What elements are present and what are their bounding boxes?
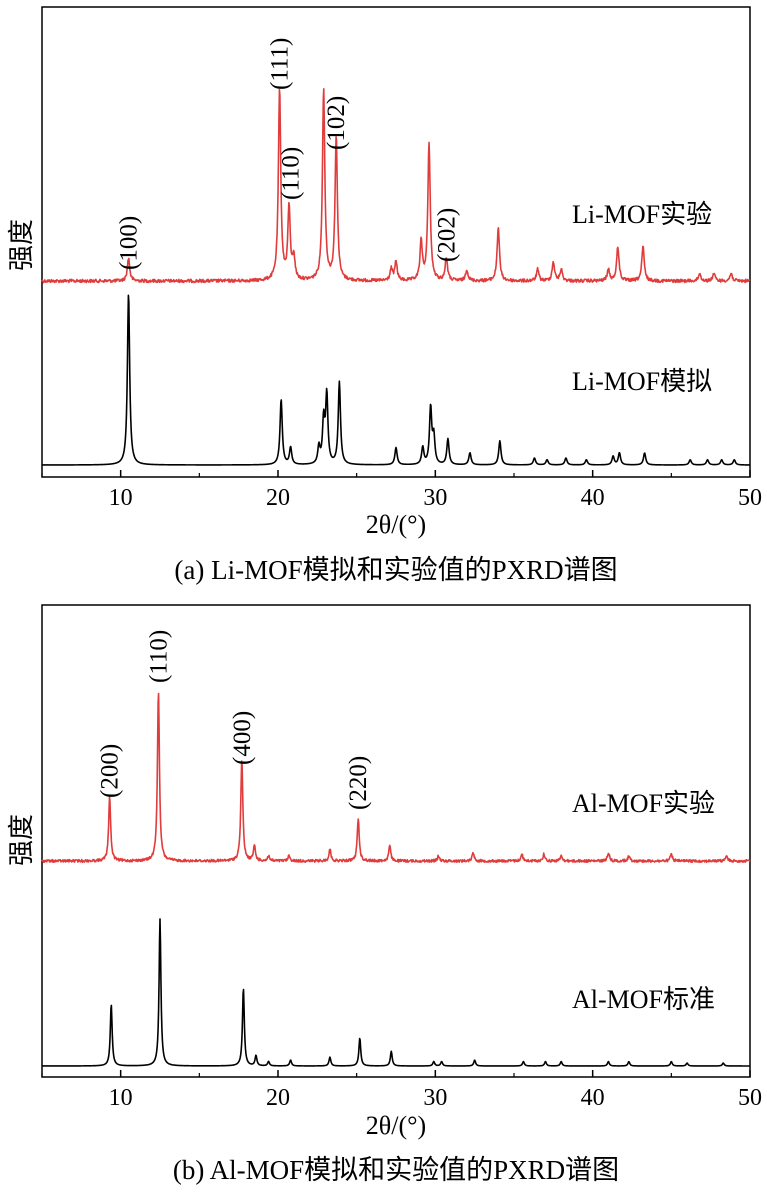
panel-a-series-1-label: Li-MOF实验 bbox=[572, 200, 712, 229]
panel-b-frame bbox=[41, 604, 751, 1078]
panel-a-frame bbox=[41, 6, 751, 478]
x-tick-label: 20 bbox=[266, 485, 290, 511]
peak-annotation: (102) bbox=[323, 96, 350, 150]
panel-b-y-label: 强度 bbox=[7, 814, 36, 866]
series-line-2 bbox=[41, 918, 751, 1067]
peak-annotation: (110) bbox=[145, 630, 172, 683]
series-line-2 bbox=[41, 294, 751, 466]
panel-b-series-2-label: Al-MOF标准 bbox=[572, 985, 715, 1014]
x-tick-label: 50 bbox=[738, 1085, 762, 1111]
panel-a-x-label: 2θ/(°) bbox=[366, 510, 426, 539]
x-tick-label: 20 bbox=[266, 1085, 290, 1111]
panel-a-y-label: 强度 bbox=[7, 219, 36, 271]
peak-annotation: (110) bbox=[278, 147, 305, 200]
series-line-1 bbox=[41, 692, 751, 864]
panel-b-caption: (b) Al-MOF模拟和实验值的PXRD谱图 bbox=[173, 1155, 619, 1185]
series-line-1 bbox=[41, 88, 751, 284]
peak-annotation: (100) bbox=[116, 216, 143, 270]
x-tick-label: 40 bbox=[581, 485, 605, 511]
x-tick-label: 30 bbox=[423, 1085, 447, 1111]
x-tick-label: 50 bbox=[738, 485, 762, 511]
x-tick-label: 30 bbox=[423, 485, 447, 511]
panel-a: 10 20 30 40 50 (100) (111) (110) (102) (202) Li-M… bbox=[7, 6, 762, 585]
panel-a-series-2-label: Li-MOF模拟 bbox=[572, 367, 712, 396]
panel-a-caption: (a) Li-MOF模拟和实验值的PXRD谱图 bbox=[174, 555, 617, 585]
peak-annotation: (220) bbox=[345, 756, 372, 810]
panel-b-x-label: 2θ/(°) bbox=[366, 1111, 426, 1140]
panel-b: 10 20 30 40 50(200)(110)(400)(220) Al-MOF实验 … bbox=[7, 604, 762, 1185]
peak-annotation: (400) bbox=[229, 711, 256, 765]
peak-annotation: (200) bbox=[97, 744, 124, 798]
x-tick-label: 10 bbox=[109, 485, 133, 511]
x-tick-label: 40 bbox=[581, 1085, 605, 1111]
peak-annotation: (202) bbox=[433, 208, 460, 262]
peak-annotation: (111) bbox=[267, 38, 294, 90]
x-tick-label: 10 bbox=[109, 1085, 133, 1111]
panel-b-series-1-label: Al-MOF实验 bbox=[572, 789, 715, 818]
